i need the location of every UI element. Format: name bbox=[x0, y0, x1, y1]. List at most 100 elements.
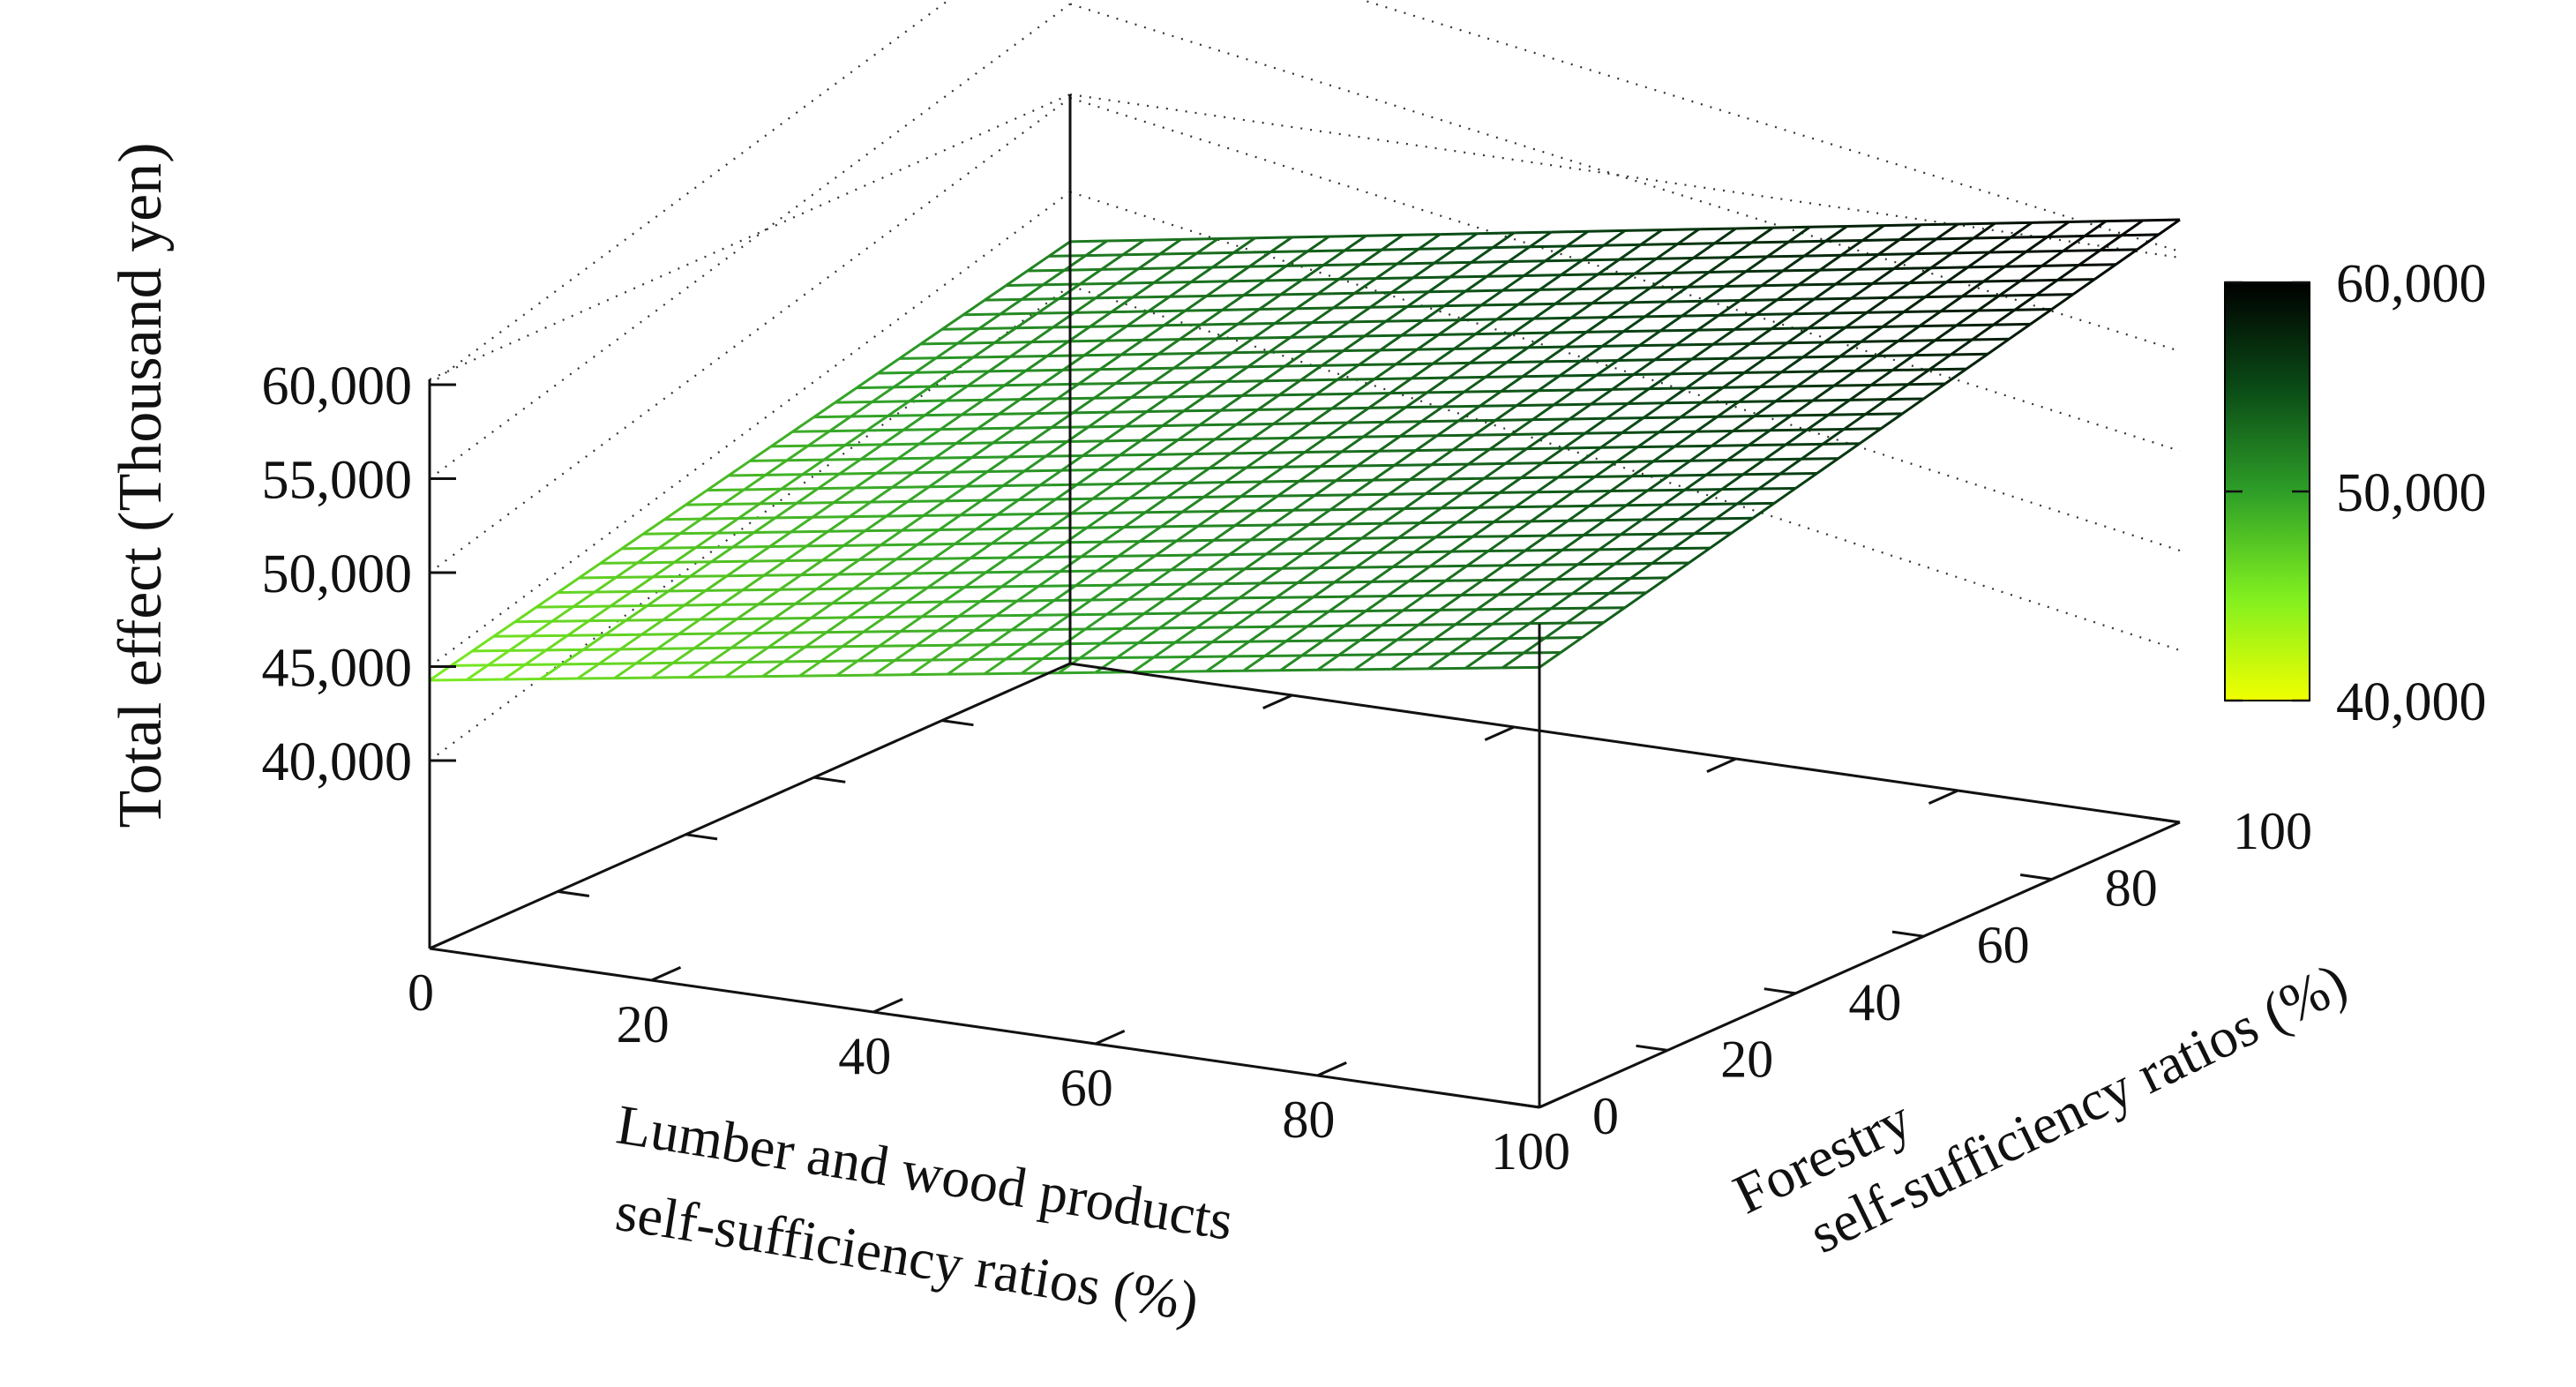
surface-mesh-line bbox=[1559, 373, 1597, 378]
surface-mesh-line bbox=[1539, 651, 1562, 669]
surface-mesh-line bbox=[1505, 461, 1543, 465]
back-wall-top-right bbox=[1069, 93, 2181, 259]
surface-mesh-line bbox=[1668, 459, 1691, 477]
surface-mesh-line bbox=[993, 326, 1017, 344]
surface-mesh-line bbox=[1260, 581, 1298, 585]
surface-mesh-line bbox=[1566, 230, 1589, 248]
surface-mesh-line bbox=[1922, 382, 1946, 401]
surface-mesh-line bbox=[944, 484, 967, 503]
surface-mesh-line bbox=[922, 614, 960, 619]
surface-mesh-line bbox=[1914, 251, 1952, 256]
surface-mesh-line bbox=[1576, 273, 1599, 290]
surface-mesh-line bbox=[1097, 568, 1134, 573]
surface-mesh-line bbox=[1729, 241, 1753, 259]
surface-mesh-line bbox=[1822, 428, 1846, 446]
surface-mesh-line bbox=[1153, 641, 1176, 659]
surface-mesh bbox=[429, 218, 2181, 682]
surface-mesh-line bbox=[1264, 278, 1302, 282]
surface-mesh-line bbox=[539, 663, 563, 680]
surface-mesh-line bbox=[1412, 638, 1435, 656]
surface-mesh-line bbox=[625, 604, 648, 622]
surface-mesh-line bbox=[1369, 291, 1393, 309]
surface-mesh-line bbox=[1398, 536, 1436, 539]
surface-mesh-line bbox=[1780, 356, 1804, 373]
surface-mesh-line bbox=[1015, 326, 1053, 330]
surface-mesh-line bbox=[1239, 480, 1263, 499]
surface-mesh-line bbox=[1240, 494, 1278, 499]
surface-mesh-line bbox=[1635, 271, 1673, 275]
surface-mesh-line bbox=[1507, 622, 1531, 640]
surface-mesh-line bbox=[1528, 345, 1566, 349]
surface-mesh-line bbox=[1180, 237, 1218, 241]
surface-mesh-line bbox=[1878, 252, 1916, 256]
surface-mesh-line bbox=[1680, 415, 1718, 419]
surface-mesh-line bbox=[1456, 520, 1494, 524]
surface-mesh-line bbox=[1730, 255, 1768, 259]
surface-mesh-line bbox=[1556, 577, 1594, 581]
surface-mesh-line bbox=[706, 474, 730, 491]
surface-mesh-line bbox=[1234, 523, 1272, 528]
surface-mesh-line bbox=[678, 618, 701, 635]
surface-mesh-line bbox=[1277, 494, 1315, 498]
surface-mesh-line bbox=[1164, 323, 1202, 327]
surface-mesh-line bbox=[959, 499, 983, 517]
x-tick bbox=[1095, 1029, 1126, 1046]
surface-mesh-line bbox=[1056, 383, 1080, 401]
surface-mesh-line bbox=[977, 413, 1000, 431]
surface-mesh-line bbox=[1966, 352, 1989, 371]
surface-mesh-line bbox=[1459, 318, 1497, 322]
surface-mesh-line bbox=[1627, 387, 1651, 405]
surface-mesh-line bbox=[752, 617, 775, 634]
surface-mesh-line bbox=[642, 532, 680, 536]
surface-mesh-line bbox=[1681, 313, 1719, 318]
surface-mesh-line bbox=[1380, 348, 1418, 352]
surface-mesh-line bbox=[566, 619, 590, 637]
surface-mesh-line bbox=[1861, 340, 1898, 343]
surface-mesh-line bbox=[1217, 596, 1240, 614]
surface-mesh-line bbox=[1049, 512, 1073, 529]
surface-mesh-line bbox=[1076, 469, 1099, 486]
surface-mesh-line bbox=[1718, 299, 1741, 317]
surface-mesh-line bbox=[1157, 352, 1195, 356]
surface-mesh-line bbox=[952, 370, 990, 374]
surface-mesh-line bbox=[1431, 462, 1469, 467]
surface-mesh-line bbox=[1756, 312, 1793, 317]
surface-mesh-line bbox=[1699, 488, 1723, 506]
surface-mesh-line bbox=[1304, 450, 1342, 454]
surface-mesh-line bbox=[1175, 266, 1213, 270]
surface-mesh-line bbox=[1861, 224, 1885, 242]
surface-mesh-line bbox=[893, 385, 931, 389]
surface-mesh-line bbox=[1423, 580, 1447, 597]
surface-mesh-line bbox=[856, 386, 894, 390]
surface-mesh-line bbox=[1536, 476, 1559, 494]
surface-mesh-line bbox=[1370, 304, 1408, 309]
surface-mesh-line bbox=[1846, 224, 1884, 228]
surface-mesh-line bbox=[653, 574, 691, 579]
surface-mesh-line bbox=[1659, 430, 1696, 434]
surface-mesh-line bbox=[1571, 577, 1595, 596]
surface-mesh-line bbox=[1447, 476, 1485, 481]
surface-mesh-line bbox=[1511, 317, 1535, 335]
surface-mesh-line bbox=[1376, 536, 1400, 554]
surface-mesh-line bbox=[2041, 250, 2064, 267]
z-tick-label: 60,000 bbox=[262, 356, 413, 416]
surface-mesh-line bbox=[1583, 519, 1606, 536]
surface-mesh-line bbox=[1377, 551, 1415, 554]
surface-mesh-line bbox=[722, 488, 745, 506]
surface-mesh-line bbox=[806, 544, 844, 548]
surface-mesh-line bbox=[1323, 522, 1347, 540]
surface-mesh-line bbox=[1603, 243, 1641, 247]
surface-mesh-line bbox=[1310, 421, 1348, 425]
surface-mesh-line bbox=[1069, 612, 1107, 617]
surface-mesh-line bbox=[1155, 553, 1193, 558]
surface-mesh-line bbox=[1389, 391, 1427, 395]
surface-mesh-line bbox=[1955, 309, 1979, 327]
surface-mesh-line bbox=[1254, 236, 1292, 240]
surface-mesh-line bbox=[1702, 285, 1726, 303]
surface-mesh-line bbox=[1620, 518, 1644, 536]
surface-mesh-line bbox=[1427, 652, 1451, 671]
surface-mesh-line bbox=[1690, 342, 1714, 361]
surface-mesh-line bbox=[621, 546, 659, 551]
surface-mesh-line bbox=[865, 415, 889, 432]
surface-mesh-line bbox=[768, 645, 805, 649]
